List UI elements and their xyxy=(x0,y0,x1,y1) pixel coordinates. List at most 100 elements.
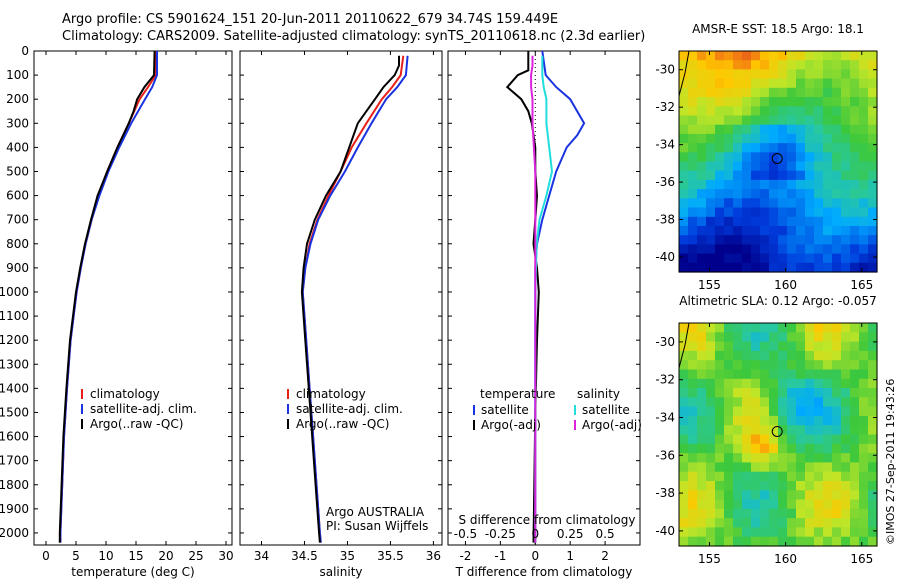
map-cell xyxy=(760,527,770,538)
map-cell xyxy=(841,490,851,501)
map-cell xyxy=(787,350,797,361)
map-cell xyxy=(769,360,779,371)
map-cell xyxy=(832,508,842,519)
map-cell xyxy=(706,170,716,181)
map-cell xyxy=(751,97,761,107)
map-cell xyxy=(688,124,698,135)
map-cell xyxy=(805,508,815,519)
map-cell xyxy=(697,508,707,519)
map-cell xyxy=(850,161,860,172)
map-cell xyxy=(850,189,860,199)
map-cell xyxy=(805,253,815,264)
map-cell xyxy=(832,453,842,463)
map-cell xyxy=(814,481,824,491)
map-cell xyxy=(706,97,716,107)
map-cell xyxy=(733,87,743,98)
map-cell xyxy=(850,226,860,236)
map-cell xyxy=(769,216,779,227)
map-cell xyxy=(697,87,707,98)
map-cell xyxy=(706,518,716,528)
map-cell xyxy=(769,536,779,547)
map-cell xyxy=(823,341,833,352)
map-cell xyxy=(787,360,797,371)
map-cell xyxy=(724,332,734,343)
x-axis-label: salinity xyxy=(319,565,362,579)
map-cell xyxy=(706,106,716,117)
map-cell xyxy=(715,490,725,501)
map-cell xyxy=(760,388,770,398)
map-cell xyxy=(760,207,770,218)
coastline xyxy=(678,50,690,97)
map-cell xyxy=(724,518,734,528)
map-cell xyxy=(733,253,743,264)
map-cell xyxy=(742,226,752,236)
x-tick-label: 10 xyxy=(98,549,113,563)
map-cell xyxy=(724,244,734,255)
map-cell xyxy=(796,415,806,426)
map-cell xyxy=(724,508,734,519)
map-cell xyxy=(787,69,797,80)
map-cell xyxy=(832,253,842,264)
map-cell xyxy=(868,244,878,255)
map-cell xyxy=(778,152,788,163)
map-cell xyxy=(814,527,824,538)
map-cell xyxy=(859,490,869,501)
map-cell xyxy=(814,207,824,218)
map-cell xyxy=(823,508,833,519)
map-cell xyxy=(688,152,698,163)
map-cell xyxy=(733,115,743,126)
map-cell xyxy=(742,443,752,454)
panel-frame-salinity xyxy=(239,50,443,546)
map-cell xyxy=(769,226,779,236)
map-cell xyxy=(805,434,815,445)
map-cell xyxy=(841,179,851,190)
map-cell xyxy=(859,207,869,218)
legend-label: Argo(..raw -QC) xyxy=(296,417,389,431)
map-cell xyxy=(814,161,824,172)
map-cell xyxy=(868,341,878,352)
map-cell xyxy=(688,69,698,80)
map-amsr-e-sst xyxy=(678,50,878,273)
map-cell xyxy=(742,490,752,501)
map-cell xyxy=(733,124,743,135)
map-cell xyxy=(778,170,788,181)
map-cell xyxy=(868,216,878,227)
map-cell xyxy=(823,536,833,547)
map-cell xyxy=(814,115,824,126)
map-cell xyxy=(769,341,779,352)
map-cell xyxy=(787,226,797,236)
map-cell xyxy=(769,170,779,181)
map-cell xyxy=(769,471,779,482)
map-cell xyxy=(805,360,815,371)
map-cell xyxy=(742,262,752,273)
map-cell xyxy=(769,443,779,454)
map-cell xyxy=(832,189,842,199)
map-cell xyxy=(769,207,779,218)
map-cell xyxy=(706,216,716,227)
map-cell xyxy=(697,161,707,172)
x-tick-label: 35 xyxy=(340,549,355,563)
map-cell xyxy=(832,490,842,501)
map-cell xyxy=(832,106,842,117)
map-cell xyxy=(724,161,734,172)
map-cell xyxy=(751,499,761,510)
map-cell xyxy=(841,462,851,473)
map-cell xyxy=(841,115,851,126)
map-cell xyxy=(859,115,869,126)
map-cell xyxy=(733,235,743,245)
map-cell xyxy=(751,332,761,343)
map-cell xyxy=(679,341,689,352)
map-cell xyxy=(796,69,806,80)
map-cell xyxy=(760,87,770,98)
map-cell xyxy=(868,462,878,473)
map-cell xyxy=(679,161,689,172)
map-cell xyxy=(796,471,806,482)
map-cell xyxy=(679,87,689,98)
map-cell xyxy=(679,490,689,501)
map-cell xyxy=(805,161,815,172)
map-cell xyxy=(778,378,788,389)
map-cell xyxy=(769,78,779,89)
argo-location-marker xyxy=(771,425,783,437)
map-cell xyxy=(778,397,788,408)
map-cell xyxy=(805,471,815,482)
